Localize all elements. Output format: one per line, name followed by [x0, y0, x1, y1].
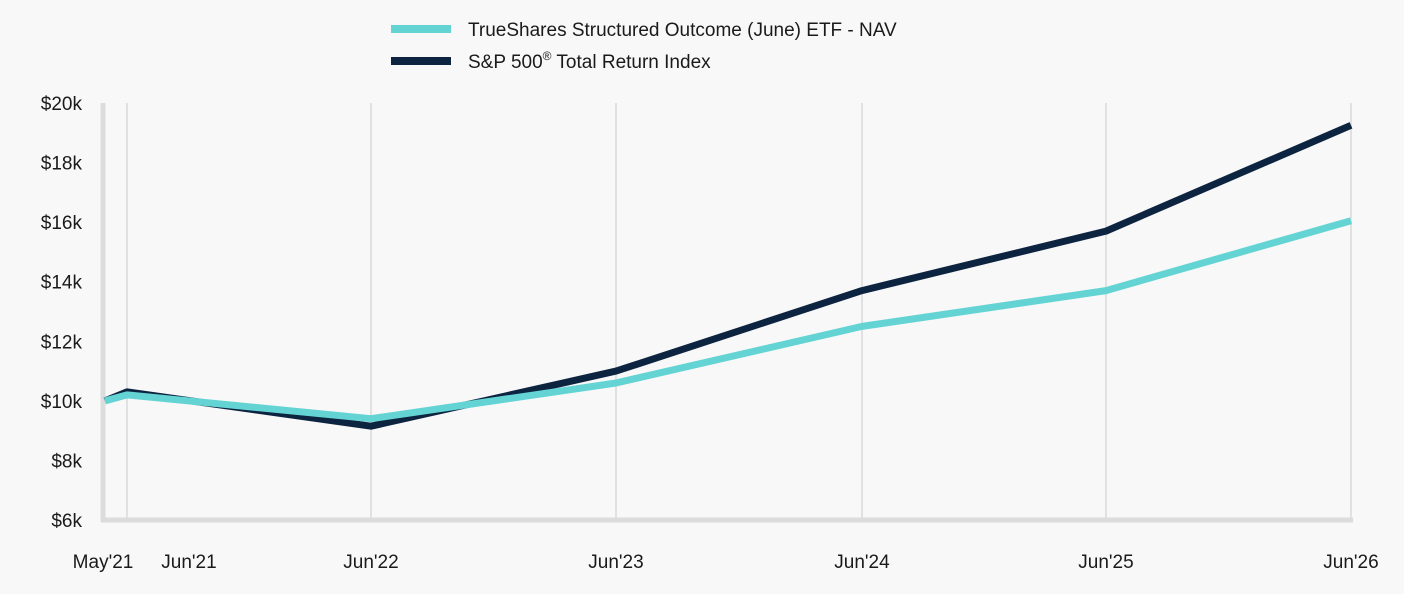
y-tick-label: $8k	[51, 451, 82, 472]
legend-label-index-suffix: Total Return Index	[552, 52, 712, 73]
legend-label-fund: TrueShares Structured Outcome (June) ETF…	[468, 20, 897, 41]
legend-item-fund: TrueShares Structured Outcome (June) ETF…	[391, 20, 897, 41]
y-tick-label: $20k	[41, 94, 83, 115]
x-tick-label: Jun'25	[1078, 552, 1133, 573]
y-tick-label: $12k	[41, 332, 83, 353]
y-tick-label: $10k	[41, 392, 83, 413]
vertical-gridlines	[126, 103, 1352, 520]
series-lines	[103, 122, 1353, 430]
x-tick-label: Jun'26	[1323, 552, 1378, 573]
legend: TrueShares Structured Outcome (June) ETF…	[391, 20, 897, 73]
x-tick-label: Jun'23	[588, 552, 643, 573]
x-tick-label: May'21	[73, 552, 134, 573]
legend-label-index-superscript: ®	[543, 49, 552, 63]
y-tick-label: $16k	[41, 213, 83, 234]
y-tick-label: $6k	[51, 511, 82, 532]
x-tick-label: Jun'21	[161, 552, 216, 573]
x-axis-tick-labels: May'21 Jun'21 Jun'22 Jun'23 Jun'24 Jun'25 Jun'…	[73, 552, 1379, 573]
series-line-fund	[104, 217, 1352, 423]
x-tick-label: Jun'22	[343, 552, 398, 573]
x-tick-label: Jun'24	[834, 552, 890, 573]
legend-item-index: S&P 500® Total Return Index	[391, 49, 711, 73]
y-tick-label: $18k	[41, 154, 83, 175]
legend-label-index-name: S&P 500	[468, 52, 543, 73]
legend-label-index: S&P 500® Total Return Index	[468, 49, 711, 73]
y-axis-tick-labels: $6k $8k $10k $12k $14k $16k $18k $20k	[41, 94, 83, 532]
axes	[100, 103, 1353, 523]
y-tick-label: $14k	[41, 273, 83, 294]
